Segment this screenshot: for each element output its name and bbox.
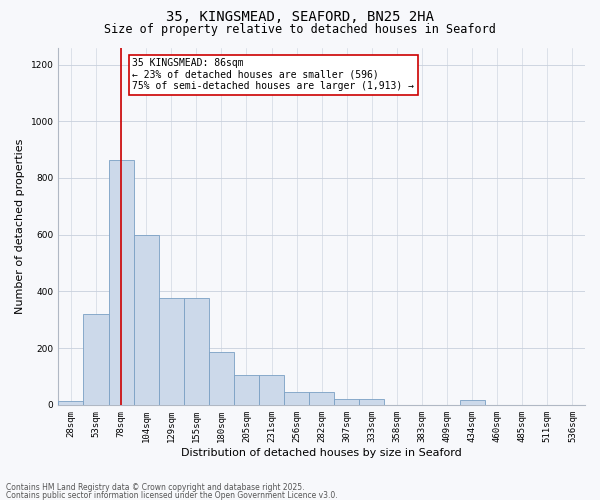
Bar	[83, 314, 109, 405]
Bar	[234, 375, 259, 405]
Bar	[159, 298, 184, 405]
Bar	[58, 400, 83, 405]
Bar	[284, 392, 309, 405]
Text: Contains public sector information licensed under the Open Government Licence v3: Contains public sector information licen…	[6, 490, 338, 500]
Text: 35 KINGSMEAD: 86sqm
← 23% of detached houses are smaller (596)
75% of semi-detac: 35 KINGSMEAD: 86sqm ← 23% of detached ho…	[132, 58, 414, 92]
Text: 35, KINGSMEAD, SEAFORD, BN25 2HA: 35, KINGSMEAD, SEAFORD, BN25 2HA	[166, 10, 434, 24]
Bar	[259, 375, 284, 405]
Bar	[184, 298, 209, 405]
Bar	[134, 234, 159, 405]
Bar	[334, 399, 359, 405]
Bar	[109, 160, 134, 405]
Text: Contains HM Land Registry data © Crown copyright and database right 2025.: Contains HM Land Registry data © Crown c…	[6, 484, 305, 492]
Y-axis label: Number of detached properties: Number of detached properties	[15, 138, 25, 314]
X-axis label: Distribution of detached houses by size in Seaford: Distribution of detached houses by size …	[181, 448, 462, 458]
Text: Size of property relative to detached houses in Seaford: Size of property relative to detached ho…	[104, 22, 496, 36]
Bar	[309, 392, 334, 405]
Bar	[460, 400, 485, 405]
Bar	[209, 352, 234, 405]
Bar	[359, 399, 385, 405]
